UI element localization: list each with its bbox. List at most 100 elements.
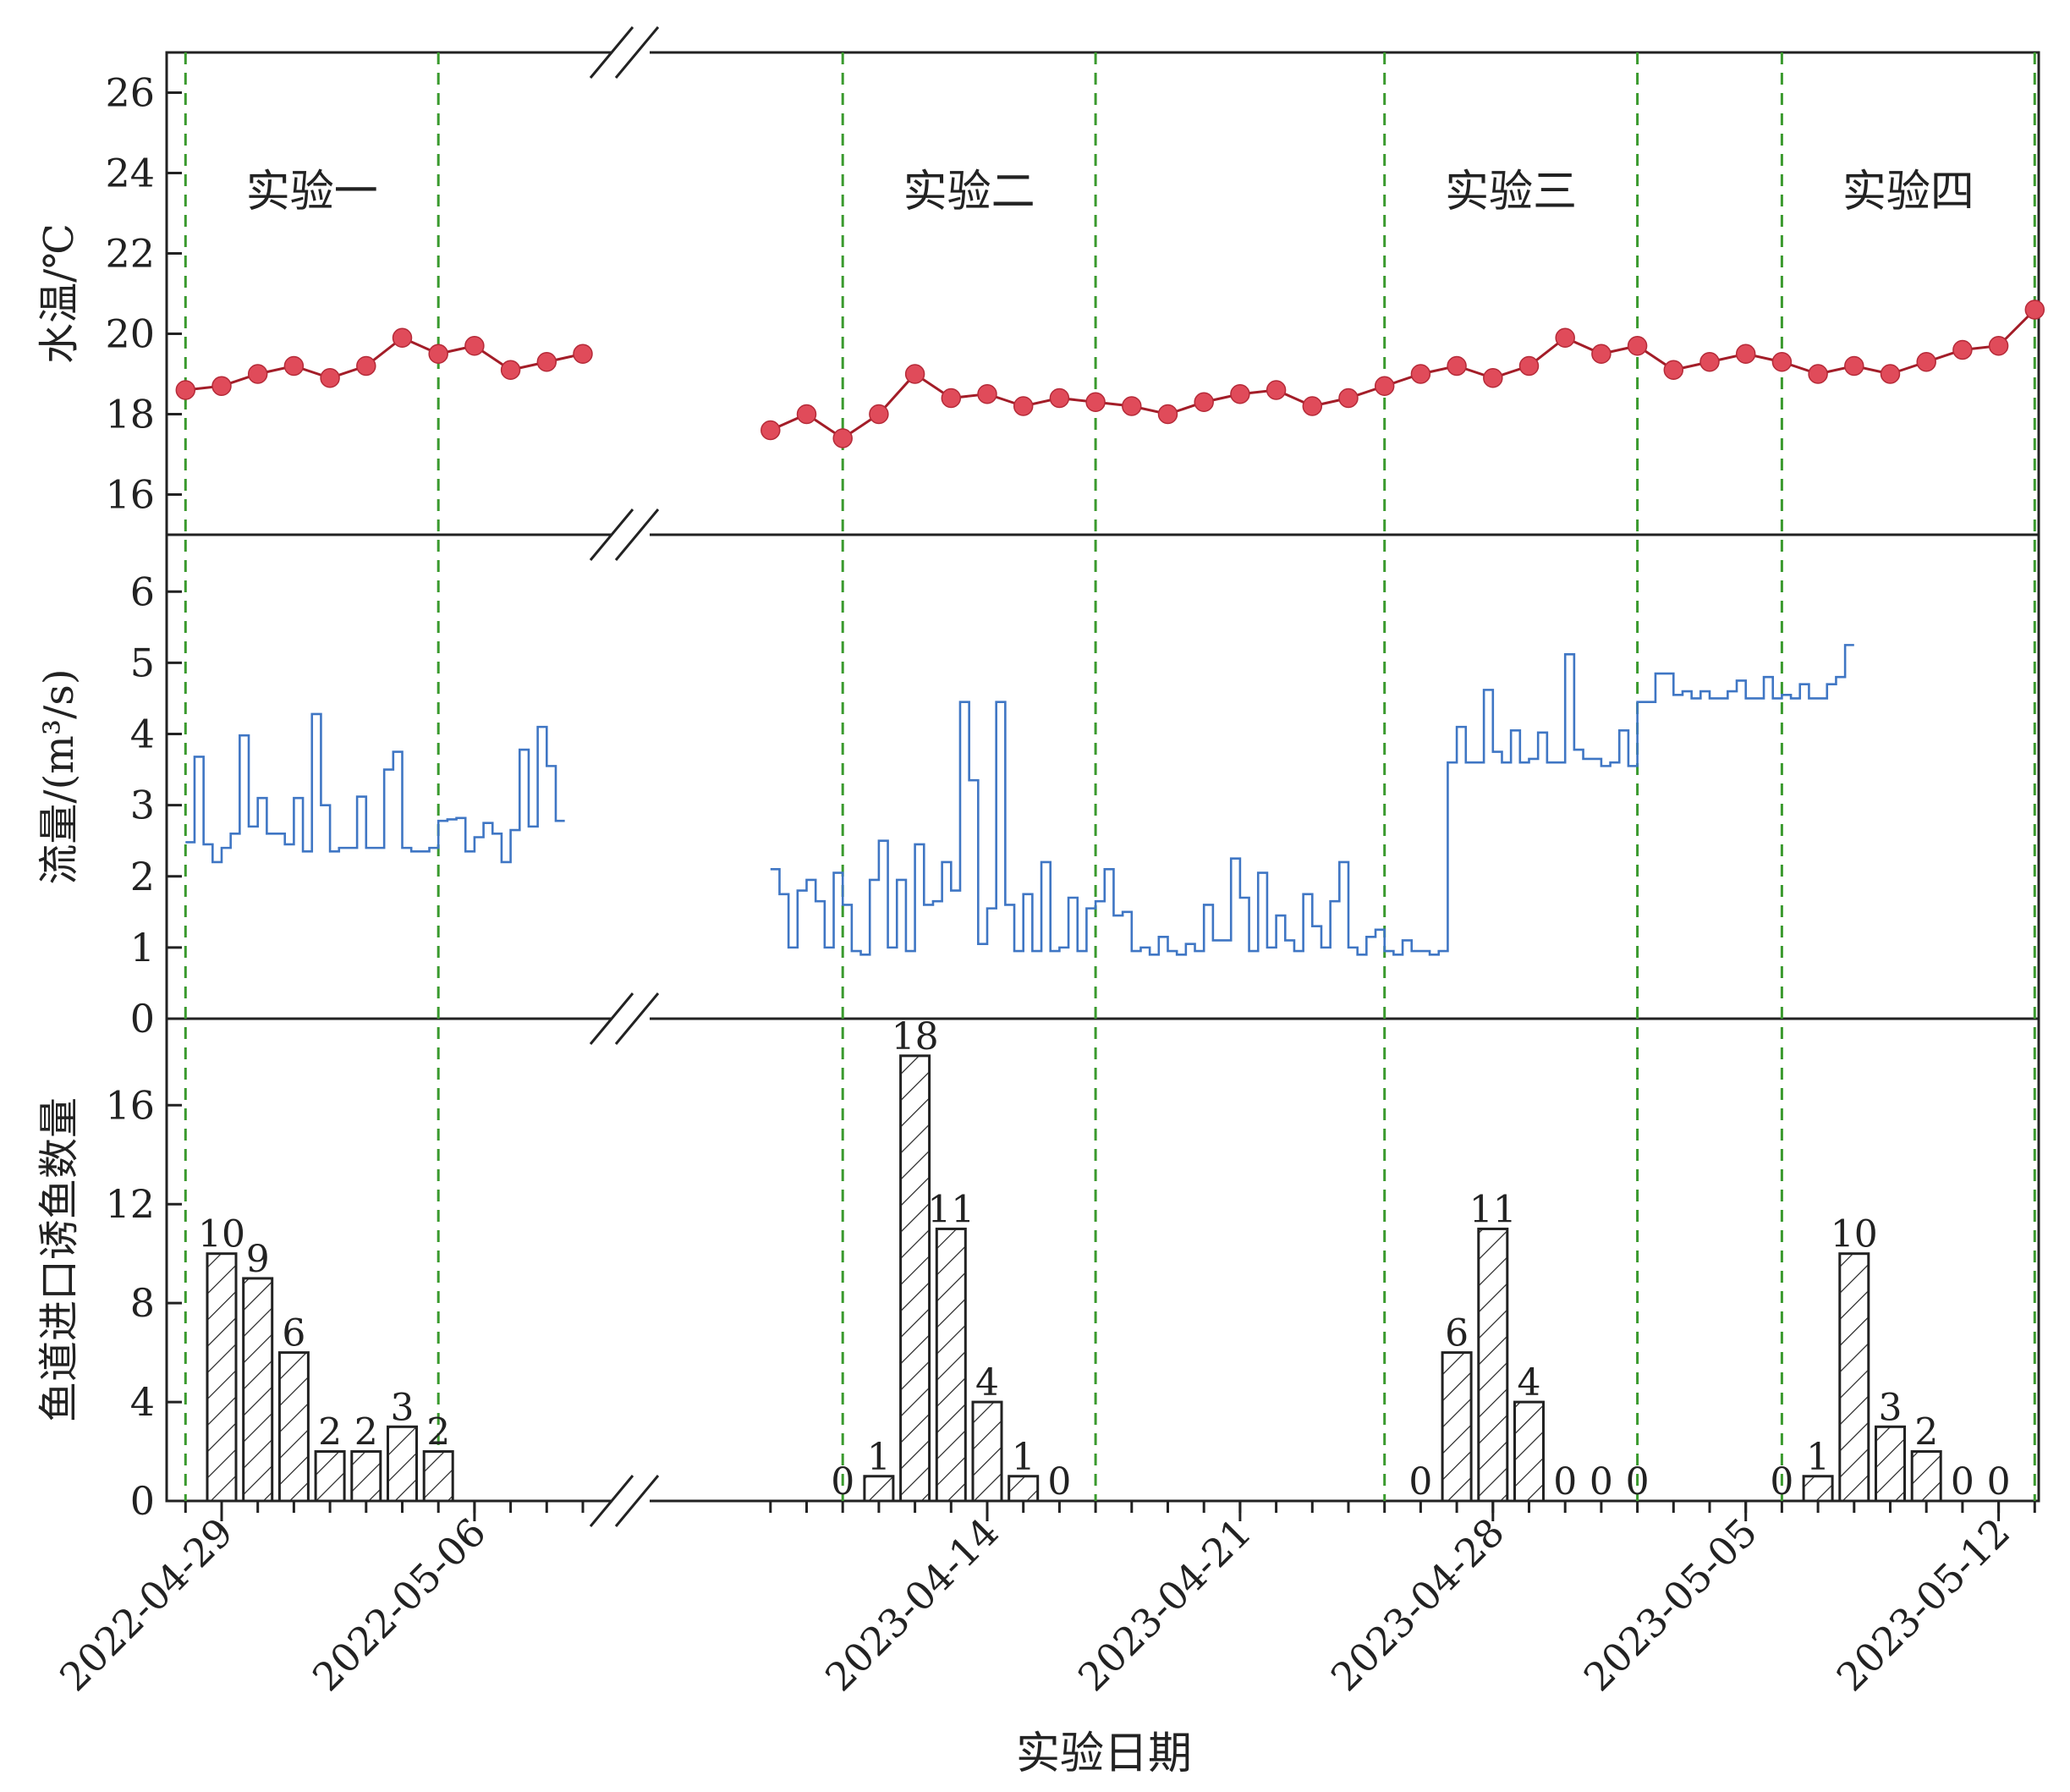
bar-value-label: 9 xyxy=(246,1238,270,1281)
fish-count-bar xyxy=(242,1277,274,1503)
axis-break-mark xyxy=(589,992,634,1045)
x-tick-label: 2022-05-06 xyxy=(304,1509,495,1701)
bar-value-label: 0 xyxy=(831,1460,854,1503)
fish-count-bar xyxy=(971,1400,1003,1503)
temperature-point xyxy=(1591,344,1612,364)
bar-value-label: 0 xyxy=(1408,1460,1432,1503)
bar-value-label: 2 xyxy=(354,1411,378,1454)
temperature-point xyxy=(320,368,340,388)
temperature-point xyxy=(760,420,781,441)
temperature-point xyxy=(1988,336,2009,356)
axis-break-mark xyxy=(614,508,660,561)
x-tick-label: 2023-04-28 xyxy=(1322,1509,1513,1701)
fish-count-bar xyxy=(206,1252,238,1503)
y-axis-title: 流量/(m³/s) xyxy=(36,668,83,884)
temperature-point xyxy=(796,404,817,425)
fish-count-bar xyxy=(422,1450,454,1503)
temperature-point xyxy=(356,355,376,377)
temperature-point xyxy=(1952,339,1973,360)
x-tick-label: 2023-05-05 xyxy=(1575,1509,1766,1701)
y-axis-title: 鱼道进口诱鱼数量 xyxy=(36,1097,83,1422)
fish-count-bar xyxy=(1802,1475,1834,1503)
y-tick-label: 16 xyxy=(105,472,155,518)
chart-frame xyxy=(165,26,2040,1527)
bar-value-label: 1 xyxy=(867,1436,891,1479)
temperature-point xyxy=(1916,352,1936,372)
experiment-label: 实验二 xyxy=(903,167,1035,217)
temperature-series-line xyxy=(770,308,2036,440)
temperature-point xyxy=(1771,352,1793,372)
temperature-point xyxy=(1699,352,1720,372)
fish-count-bar xyxy=(1875,1425,1906,1503)
bar-value-label: 4 xyxy=(975,1361,999,1404)
bar-value-label: 0 xyxy=(1553,1460,1577,1503)
temperature-point xyxy=(904,364,925,384)
temperature-point xyxy=(1338,388,1359,409)
temperature-point xyxy=(573,344,593,364)
temperature-point xyxy=(1013,396,1034,416)
axis-break-gap xyxy=(612,1494,650,1508)
temperature-point xyxy=(1049,388,1070,409)
temperature-point xyxy=(1844,355,1864,377)
y-tick-label: 0 xyxy=(130,1478,155,1524)
bar-value-label: 4 xyxy=(1518,1361,1541,1404)
x-tick-label: 2023-04-14 xyxy=(816,1509,1008,1701)
bar-value-label: 3 xyxy=(1879,1386,1903,1429)
y-tick-label: 8 xyxy=(130,1280,155,1326)
temperature-point xyxy=(832,428,853,448)
bar-value-label: 10 xyxy=(1831,1213,1878,1256)
bar-value-label: 0 xyxy=(1626,1460,1650,1503)
y-tick-label: 4 xyxy=(130,1379,155,1425)
temperature-point xyxy=(392,327,413,348)
y-tick-label: 4 xyxy=(130,712,155,757)
x-tick-label: 2022-04-29 xyxy=(51,1509,242,1701)
temperature-point xyxy=(1735,344,1756,364)
axis-break-mark xyxy=(589,1475,634,1527)
temperature-point xyxy=(464,336,485,356)
temperature-point xyxy=(1302,396,1323,416)
bar-value-label: 6 xyxy=(1445,1312,1469,1355)
temperature-point xyxy=(977,384,997,404)
temperature-point xyxy=(1410,364,1431,384)
temperature-point xyxy=(1194,392,1214,412)
y-tick-label: 20 xyxy=(105,311,155,357)
y-tick-label: 18 xyxy=(105,392,155,437)
fish-count-bar xyxy=(350,1450,382,1503)
fish-count-bar xyxy=(314,1450,346,1503)
fish-count-bar xyxy=(1838,1252,1870,1503)
temperature-point xyxy=(1122,396,1142,416)
flow-series-line xyxy=(770,644,1854,956)
chart-marks xyxy=(175,300,2045,1503)
y-tick-label: 5 xyxy=(130,640,155,685)
temperature-point xyxy=(1627,336,1648,356)
experiment-label: 实验一 xyxy=(246,167,378,217)
temperature-point xyxy=(500,360,521,380)
axis-break-mark xyxy=(589,26,634,79)
bar-value-label: 18 xyxy=(892,1015,939,1058)
temperature-point xyxy=(1663,360,1684,380)
bar-value-label: 10 xyxy=(198,1213,245,1256)
bar-value-label: 0 xyxy=(1770,1460,1793,1503)
y-tick-label: 3 xyxy=(130,783,155,828)
temperature-point xyxy=(211,376,232,396)
bar-value-label: 0 xyxy=(1987,1460,2011,1503)
axis-break-mark xyxy=(614,992,660,1045)
temperature-point xyxy=(1374,376,1395,396)
bar-value-label: 0 xyxy=(1047,1460,1071,1503)
fish-count-bar xyxy=(1513,1400,1545,1503)
fish-count-bar xyxy=(1008,1475,1040,1503)
experiment-label: 实验四 xyxy=(1842,167,1974,217)
bar-value-label: 11 xyxy=(927,1188,975,1231)
temperature-point xyxy=(941,388,962,409)
temperature-point xyxy=(869,404,889,425)
temperature-point xyxy=(1555,327,1575,348)
fish-count-bar xyxy=(387,1425,418,1503)
temperature-point xyxy=(175,380,196,400)
bar-value-label: 1 xyxy=(1806,1436,1830,1479)
bar-value-label: 0 xyxy=(1590,1460,1613,1503)
fish-count-bar xyxy=(1477,1227,1509,1503)
axis-break-gap xyxy=(612,46,650,59)
plot-border xyxy=(165,51,2040,1503)
chart-labels: 实验日期 161820222426水温/℃0123456流量/(m³/s)048… xyxy=(36,70,2018,1780)
temperature-point xyxy=(536,352,557,372)
